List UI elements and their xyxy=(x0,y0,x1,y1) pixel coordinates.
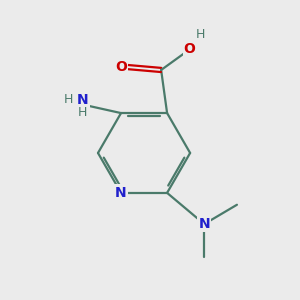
Text: N: N xyxy=(115,186,127,200)
Text: H: H xyxy=(196,28,205,41)
Text: N: N xyxy=(198,217,210,231)
Text: O: O xyxy=(183,42,195,56)
Text: N: N xyxy=(76,93,88,107)
Text: H: H xyxy=(78,106,87,119)
Text: O: O xyxy=(116,60,127,74)
Text: H: H xyxy=(64,93,73,106)
